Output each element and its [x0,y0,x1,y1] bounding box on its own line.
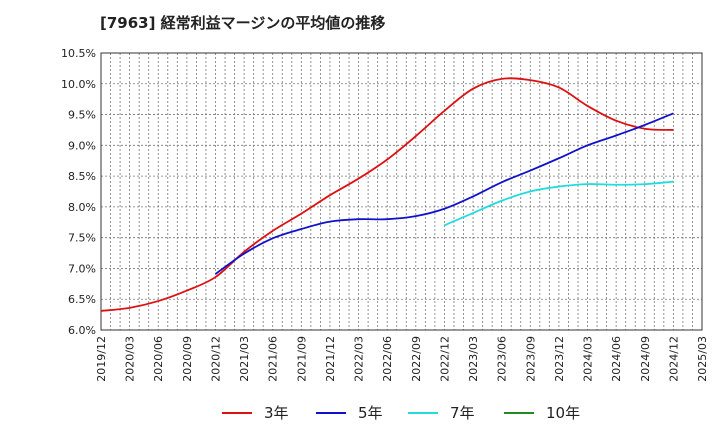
series-line-0 [100,77,674,312]
x-tick-label: 2021/06 [267,336,280,382]
x-tick-label: 2025/03 [696,336,709,382]
legend-label: 10年 [546,404,580,422]
x-tick-label: 2023/03 [467,336,480,382]
x-tick-label: 2022/09 [410,336,423,382]
plot-area [100,52,703,331]
x-tick-label: 2020/03 [124,336,137,382]
series-lines [100,77,674,312]
y-tick-label: 9.5% [68,109,96,122]
legend: 3年 5年 7年 10年 [222,404,580,422]
x-tick-label: 2021/09 [295,336,308,382]
x-tick-label: 2022/06 [381,336,394,382]
chart-title: [7963] 経常利益マージンの平均値の推移 [100,14,386,32]
y-tick-label: 8.0% [68,201,96,214]
y-tick-label: 7.5% [68,232,96,245]
x-tick-label: 2021/03 [238,336,251,382]
legend-label: 7年 [450,404,475,422]
y-tick-label: 7.0% [68,262,96,275]
x-tick-label: 2021/12 [324,336,337,382]
x-tick-label: 2022/03 [353,336,366,382]
y-axis-ticks: 6.0% 6.5% 7.0% 7.5% 8.0% 8.5% 9.0% 9.5% 10.0% 10.… [61,47,96,337]
x-tick-label: 2020/12 [209,336,222,382]
x-tick-label: 2019/12 [95,336,108,382]
y-tick-label: 6.5% [68,293,96,306]
y-tick-label: 8.5% [68,170,96,183]
x-axis-ticks: 2019/12 2020/03 2020/06 2020/09 2020/12 2021/… [95,336,709,382]
x-tick-label: 2024/12 [667,336,680,382]
x-tick-label: 2023/06 [496,336,509,382]
y-tick-label: 6.0% [68,324,96,337]
y-tick-label: 10.5% [61,47,96,60]
x-tick-label: 2024/06 [610,336,623,382]
series-line-2 [444,180,674,227]
series-line-1 [214,112,674,275]
y-tick-label: 10.0% [61,78,96,91]
x-tick-label: 2024/09 [639,336,652,382]
x-tick-label: 2022/12 [438,336,451,382]
x-tick-label: 2023/09 [524,336,537,382]
x-tick-label: 2020/06 [152,336,165,382]
x-tick-label: 2020/09 [181,336,194,382]
x-tick-label: 2023/12 [553,336,566,382]
legend-label: 5年 [358,404,383,422]
x-tick-label: 2024/03 [582,336,595,382]
legend-label: 3年 [264,404,289,422]
y-tick-label: 9.0% [68,139,96,152]
